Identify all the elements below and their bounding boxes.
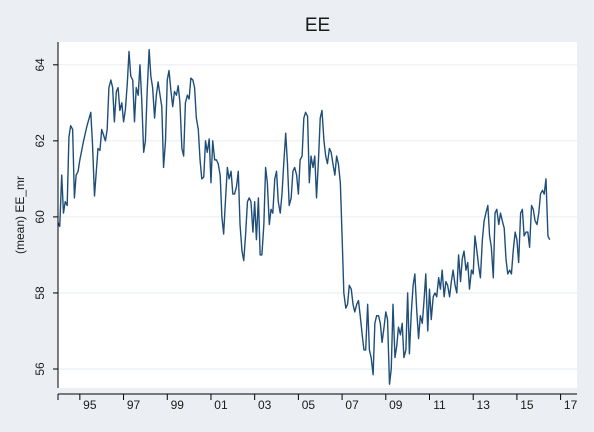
x-tick-label: 95 <box>83 398 97 412</box>
x-tick-label: 99 <box>171 398 185 412</box>
series-line <box>57 48 551 385</box>
x-tick-label: 07 <box>345 398 359 412</box>
plot-area <box>58 42 577 388</box>
x-tick-label: 11 <box>433 398 446 412</box>
axes: 56 58 60 62 64 95 97 99 01 03 05 07 09 11 13 15 17 <box>33 42 578 412</box>
x-tick-label: 09 <box>389 398 403 412</box>
chart-title: EE <box>305 15 330 36</box>
y-tick-label: 62 <box>33 134 47 148</box>
x-tick-label: 13 <box>477 398 491 412</box>
y-tick-label: 56 <box>33 362 47 376</box>
gridlines <box>58 64 577 370</box>
x-tick-label: 05 <box>302 398 316 412</box>
x-tick-label: 03 <box>258 398 272 412</box>
y-axis-label: (mean) EE_mr <box>13 176 27 254</box>
series-line-group <box>57 48 551 385</box>
x-tick-label: 17 <box>564 398 578 412</box>
y-tick-label: 60 <box>33 210 47 224</box>
y-tick-label: 58 <box>33 286 47 300</box>
x-tick-label: 15 <box>520 398 534 412</box>
x-tick-label: 97 <box>127 398 141 412</box>
y-tick-label: 64 <box>33 58 47 72</box>
x-tick-label: 01 <box>214 398 228 412</box>
